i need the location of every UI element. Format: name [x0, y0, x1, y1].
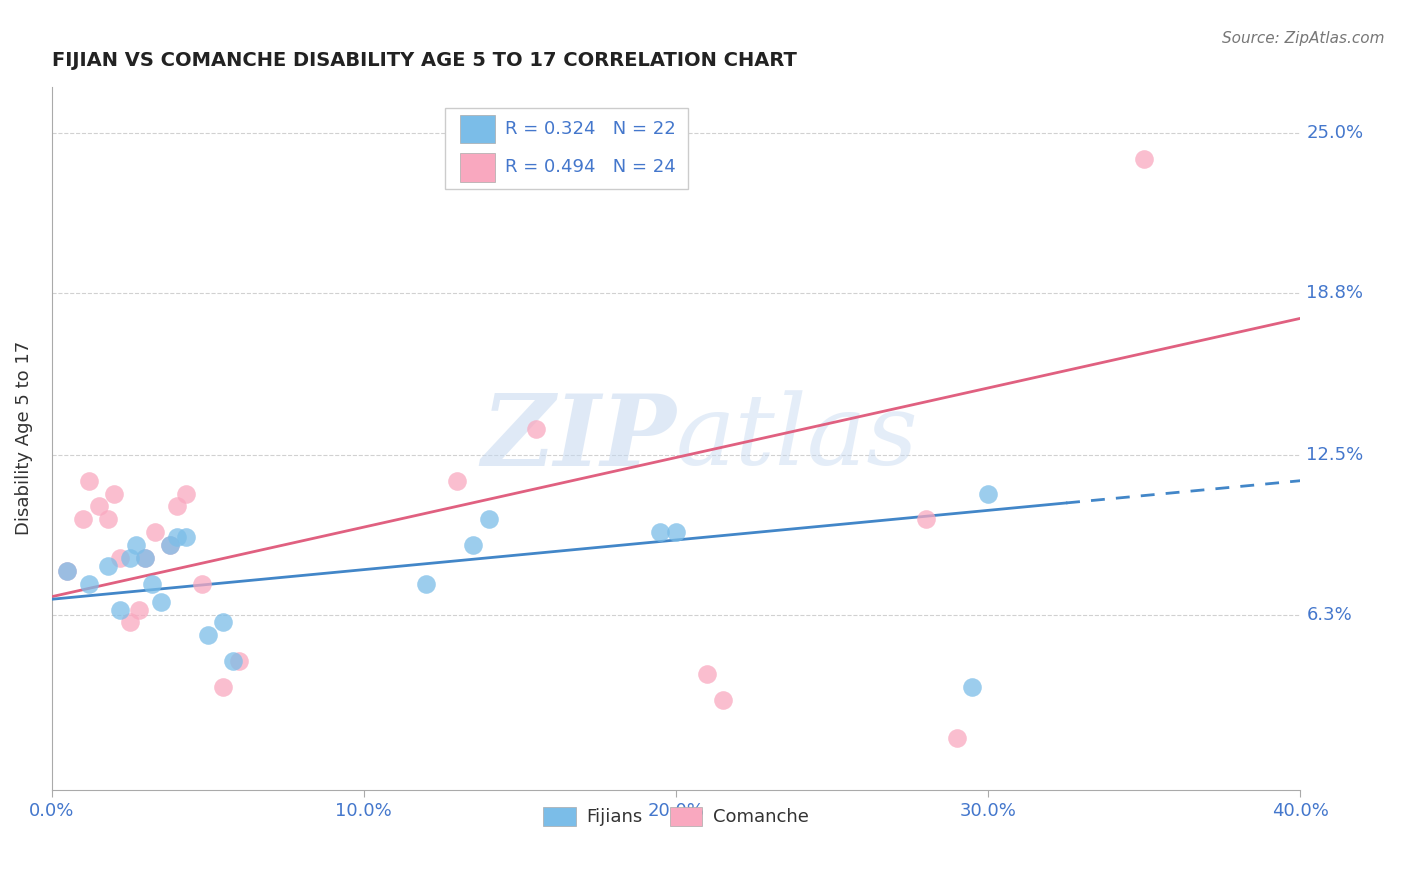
Point — [56, 564, 79, 578]
Point — [914, 512, 936, 526]
Point — [166, 530, 188, 544]
Point — [977, 486, 1000, 500]
Point — [159, 538, 181, 552]
Point — [461, 538, 484, 552]
Point — [125, 538, 148, 552]
Point — [524, 422, 547, 436]
Point — [87, 500, 110, 514]
Text: 12.5%: 12.5% — [1306, 446, 1364, 464]
Point — [228, 654, 250, 668]
Point — [118, 551, 141, 566]
Point — [174, 486, 197, 500]
Point — [110, 551, 132, 566]
Point — [118, 615, 141, 630]
Point — [97, 558, 120, 573]
Point — [166, 500, 188, 514]
Point — [190, 576, 212, 591]
Point — [159, 538, 181, 552]
Text: atlas: atlas — [676, 391, 918, 486]
Point — [150, 595, 173, 609]
Y-axis label: Disability Age 5 to 17: Disability Age 5 to 17 — [15, 341, 32, 535]
Point — [197, 628, 219, 642]
Text: 25.0%: 25.0% — [1306, 124, 1364, 142]
Text: FIJIAN VS COMANCHE DISABILITY AGE 5 TO 17 CORRELATION CHART: FIJIAN VS COMANCHE DISABILITY AGE 5 TO 1… — [52, 51, 797, 70]
FancyBboxPatch shape — [446, 108, 689, 188]
Legend: Fijians, Comanche: Fijians, Comanche — [536, 800, 815, 834]
Text: R = 0.324   N = 22: R = 0.324 N = 22 — [505, 120, 676, 137]
Point — [212, 615, 235, 630]
Point — [77, 474, 100, 488]
Point — [103, 486, 125, 500]
Text: ZIP: ZIP — [481, 390, 676, 486]
Point — [174, 530, 197, 544]
Point — [1133, 152, 1156, 166]
Point — [212, 680, 235, 694]
Point — [222, 654, 245, 668]
Point — [446, 474, 468, 488]
Point — [665, 525, 688, 540]
Point — [478, 512, 501, 526]
Point — [946, 731, 969, 746]
FancyBboxPatch shape — [460, 153, 495, 182]
Text: 6.3%: 6.3% — [1306, 606, 1353, 624]
Point — [110, 602, 132, 616]
Point — [72, 512, 94, 526]
Point — [134, 551, 156, 566]
Point — [97, 512, 120, 526]
Point — [134, 551, 156, 566]
Point — [650, 525, 672, 540]
Point — [141, 576, 163, 591]
Point — [962, 680, 984, 694]
Text: Source: ZipAtlas.com: Source: ZipAtlas.com — [1222, 31, 1385, 46]
Point — [143, 525, 166, 540]
Text: R = 0.494   N = 24: R = 0.494 N = 24 — [505, 159, 676, 177]
Point — [128, 602, 150, 616]
FancyBboxPatch shape — [460, 114, 495, 143]
Point — [415, 576, 437, 591]
Text: 18.8%: 18.8% — [1306, 284, 1364, 301]
Point — [77, 576, 100, 591]
Point — [711, 692, 734, 706]
Point — [56, 564, 79, 578]
Point — [696, 667, 718, 681]
